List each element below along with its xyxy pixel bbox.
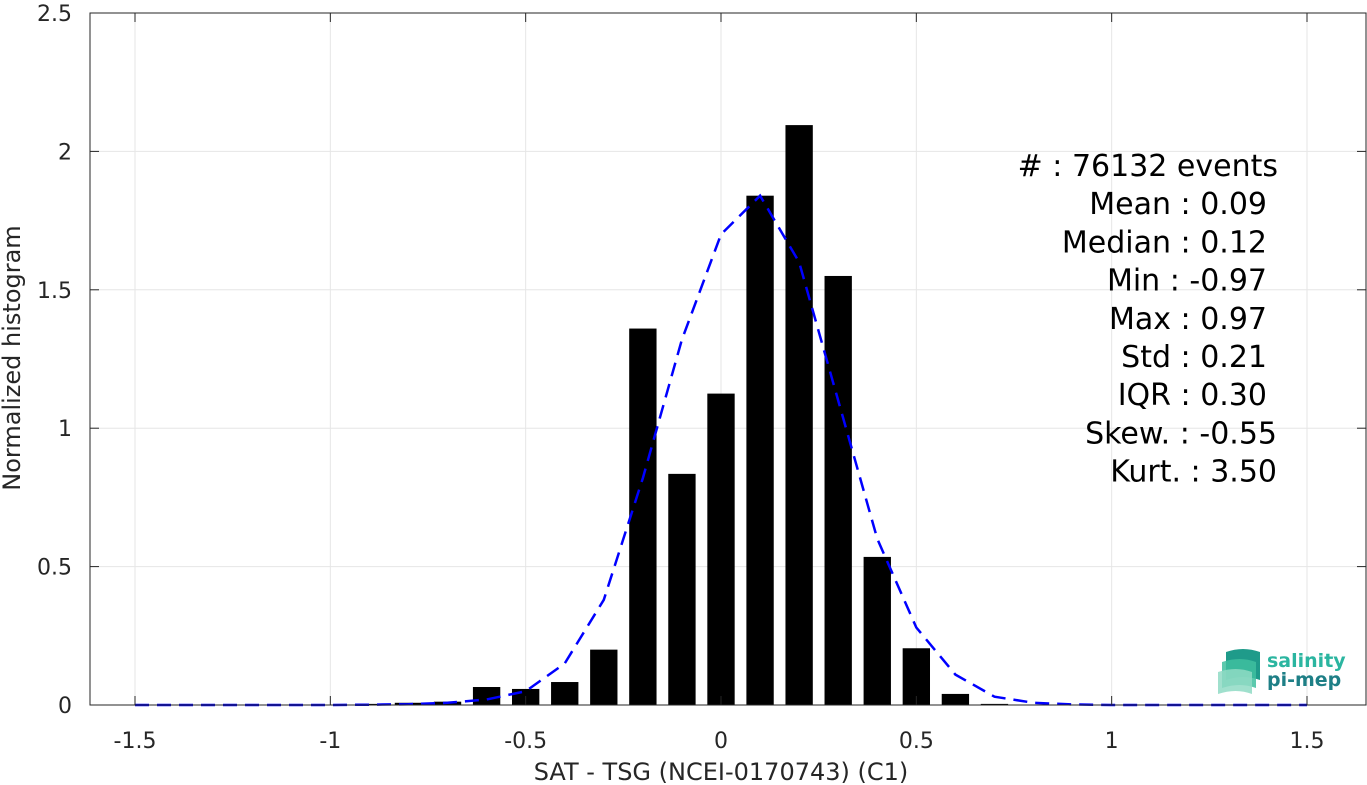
stat-line: Kurt. : 3.50 <box>1110 455 1277 490</box>
histogram-bar <box>590 649 618 705</box>
histogram-bars <box>355 125 1009 706</box>
stat-line: Min : -0.97 <box>1107 264 1267 299</box>
salinity-pi-mep-logo: salinity pi-mep <box>1218 649 1346 694</box>
logo-text-salinity: salinity <box>1267 650 1346 672</box>
stat-line: Median : 0.12 <box>1062 225 1267 260</box>
x-axis-label: SAT - TSG (NCEI-0170743) (C1) <box>534 758 909 785</box>
y-tick-label: 2 <box>58 140 72 165</box>
histogram-bar <box>472 687 501 705</box>
stat-line: Std : 0.21 <box>1121 340 1267 375</box>
y-tick-label: 2.5 <box>37 2 72 27</box>
x-tick-label: -0.5 <box>504 729 547 754</box>
y-tick-label: 0 <box>58 694 72 719</box>
logo-icon <box>1218 649 1260 694</box>
stat-line: Max : 0.97 <box>1109 302 1267 337</box>
histogram-bar <box>902 648 931 705</box>
x-tick-label: 0 <box>714 729 728 754</box>
histogram-bar <box>824 275 852 705</box>
histogram-bar <box>746 195 774 706</box>
histogram-bar <box>785 125 813 705</box>
stat-line: IQR : 0.30 <box>1118 378 1267 413</box>
stat-line: Skew. : -0.55 <box>1085 416 1277 451</box>
histogram-bar <box>941 693 970 705</box>
histogram-bar <box>355 703 384 705</box>
x-tick-label: 0.5 <box>899 729 934 754</box>
stat-line: # : 76132 events <box>1018 149 1278 184</box>
histogram-bar <box>980 703 1009 705</box>
y-tick-label: 1 <box>58 417 72 442</box>
axis-ticks <box>90 12 1366 706</box>
y-tick-label: 1.5 <box>37 279 72 304</box>
y-tick-labels: 0 0.5 1 1.5 2 2.5 <box>37 2 72 719</box>
histogram-bar <box>551 682 579 705</box>
x-tick-label: 1.5 <box>1290 729 1325 754</box>
x-tick-label: 1 <box>1105 729 1119 754</box>
y-tick-label: 0.5 <box>37 556 72 581</box>
x-tick-label: -1.5 <box>114 729 157 754</box>
x-tick-labels: -1.5 -1 -0.5 0 0.5 1 1.5 <box>114 729 1325 754</box>
histogram-bar <box>707 393 735 705</box>
stat-line: Mean : 0.09 <box>1089 187 1267 222</box>
histogram-bar <box>668 473 696 705</box>
histogram-bar <box>629 328 657 705</box>
histogram-bar <box>863 556 891 705</box>
plot-frame <box>89 12 1367 706</box>
y-axis-label: Normalized histogram <box>0 225 26 490</box>
x-tick-label: -1 <box>319 729 341 754</box>
logo-text-pi-mep: pi-mep <box>1267 669 1341 691</box>
